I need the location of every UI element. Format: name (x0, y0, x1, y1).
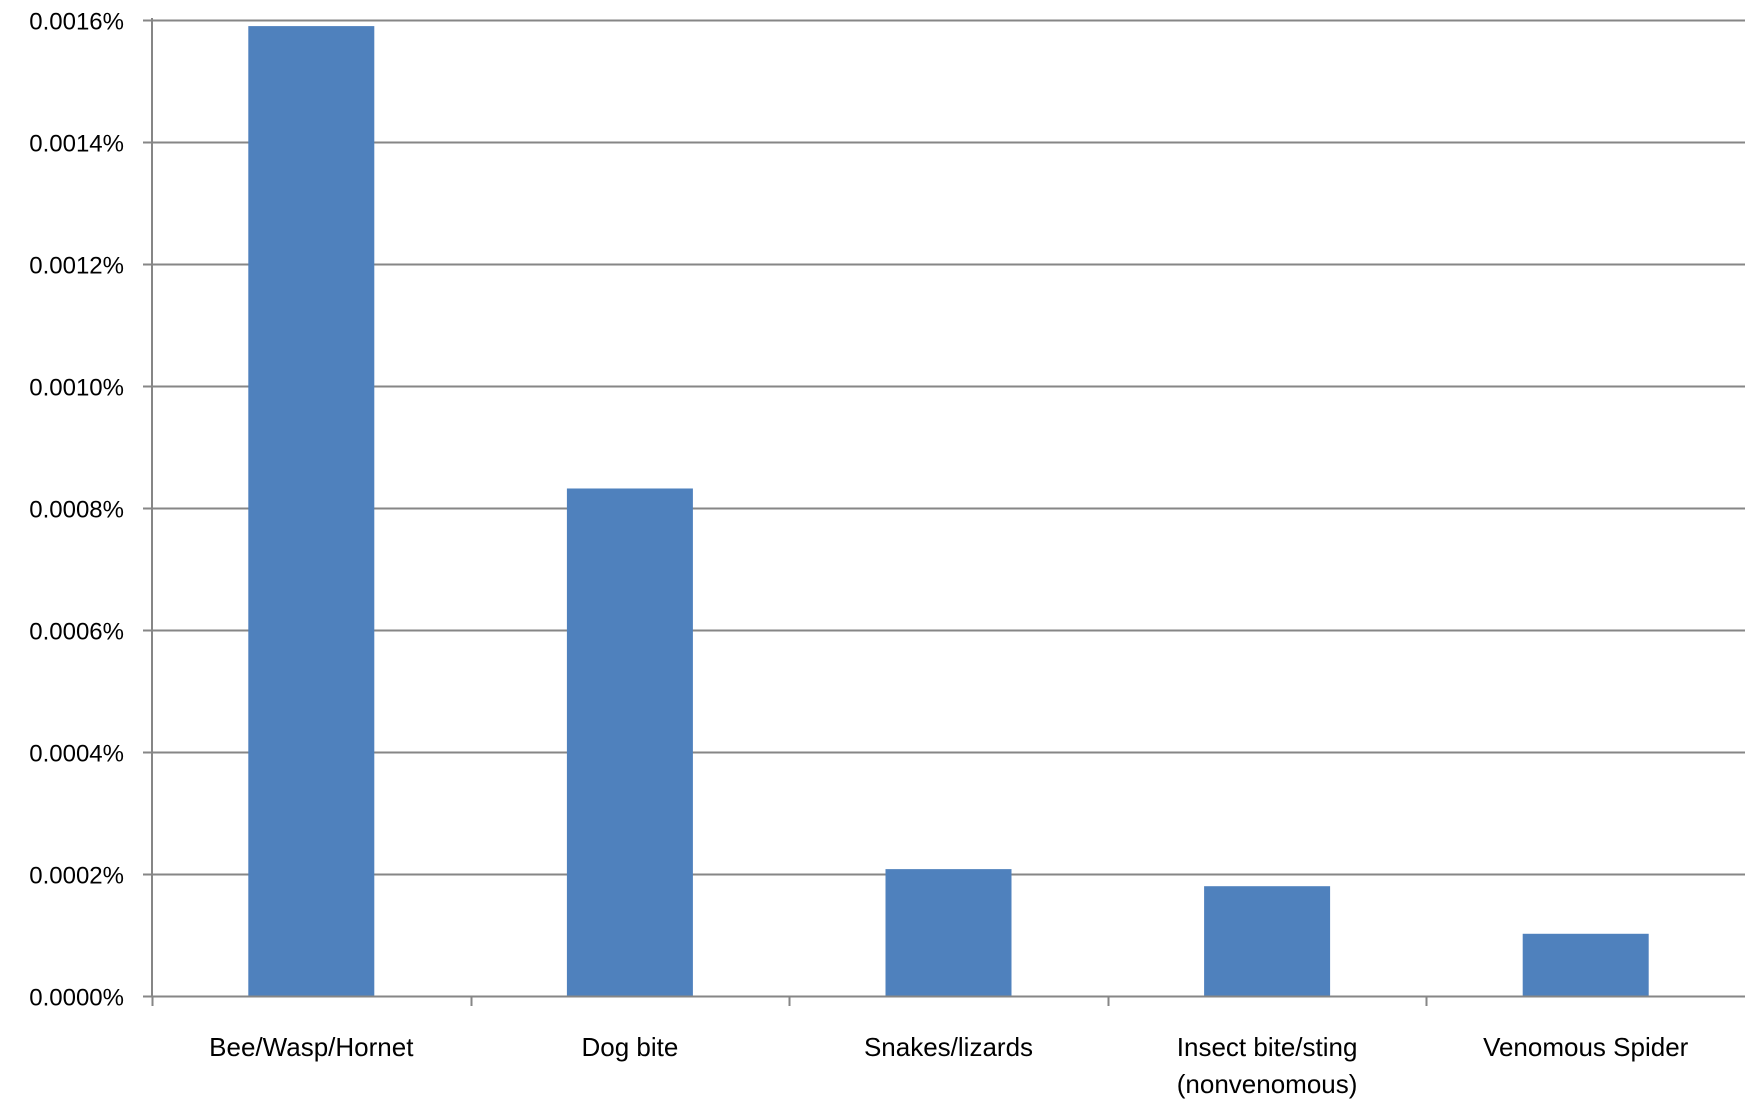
bar (566, 488, 693, 996)
y-tick-label: 0.0008% (29, 497, 124, 524)
x-category-label: Dog bite (581, 1032, 678, 1062)
x-category-label: (nonvenomous) (1177, 1069, 1358, 1099)
y-tick-label: 0.0000% (29, 985, 124, 1012)
y-tick-label: 0.0006% (29, 619, 124, 646)
bar (248, 26, 375, 997)
y-tick-label: 0.0010% (29, 375, 124, 402)
y-tick-label: 0.0014% (29, 131, 124, 158)
x-category-label: Insect bite/sting (1177, 1032, 1358, 1062)
x-category-label: Venomous Spider (1483, 1032, 1689, 1062)
y-tick-label: 0.0016% (29, 9, 124, 36)
bar (1522, 933, 1649, 996)
x-category-label: Bee/Wasp/Hornet (209, 1032, 414, 1062)
bar (1204, 886, 1331, 996)
bar (885, 869, 1012, 996)
y-tick-label: 0.0004% (29, 741, 124, 768)
y-tick-label: 0.0012% (29, 253, 124, 280)
x-category-label: Snakes/lizards (864, 1032, 1033, 1062)
y-tick-label: 0.0002% (29, 863, 124, 890)
